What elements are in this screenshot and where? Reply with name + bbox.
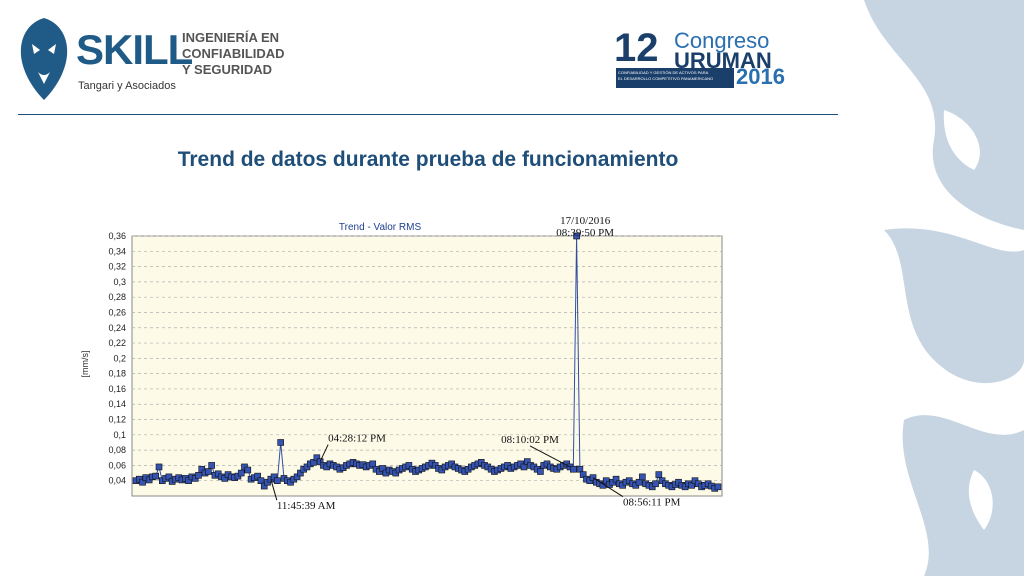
event-line-1: Congreso <box>674 28 770 53</box>
tagline-line-2: CONFIABILIDAD <box>182 46 285 61</box>
y-tick-label: 0,06 <box>108 460 126 470</box>
data-point <box>244 466 252 474</box>
y-tick-label: 0,04 <box>108 476 126 486</box>
event-subtitle-line-2: EL DESARROLLO COMPETITIVO PANAMERICANO <box>618 76 714 81</box>
skill-logo: SKILL Tangari y Asociados INGENIERÍA EN … <box>14 14 304 104</box>
event-subtitle-line-1: CONFIABILIDAD Y GESTIÓN DE ACTIVOS PARA <box>618 70 709 75</box>
annotation-label: 08:39:50 PM <box>556 227 614 239</box>
data-point <box>208 462 215 469</box>
data-point <box>152 472 160 480</box>
data-point <box>205 468 212 475</box>
y-tick-label: 0,1 <box>113 430 126 440</box>
leopard-logo-icon <box>20 18 68 100</box>
annotation-leader <box>592 477 624 498</box>
annotation-label: 04:28:12 PM <box>328 433 386 445</box>
y-tick-label: 0,32 <box>108 262 126 272</box>
data-point <box>537 468 544 475</box>
data-point <box>652 480 659 488</box>
header-divider <box>18 114 838 115</box>
y-tick-label: 0,12 <box>108 415 126 425</box>
chart-title: Trend - Valor RMS <box>339 222 422 233</box>
y-tick-label: 0,3 <box>113 277 126 287</box>
data-point <box>274 477 281 485</box>
data-point <box>277 439 284 446</box>
trend-chart: Trend - Valor RMS [mm/s] 0,360,340,320,3… <box>80 215 723 512</box>
y-tick-label: 0,24 <box>108 323 126 333</box>
data-point <box>573 232 580 240</box>
chart-frame <box>131 235 723 497</box>
data-point <box>570 465 577 473</box>
data-point <box>195 472 202 479</box>
event-subtitle: CONFIABILIDAD Y GESTIÓN DE ACTIVOS PARA … <box>616 68 734 88</box>
event-number: 12 <box>614 26 659 70</box>
annotation-leader <box>270 479 278 501</box>
annotation-label: 17/10/2016 <box>560 215 611 227</box>
brand-subtitle: Tangari y Asociados <box>78 80 176 92</box>
y-tick-label: 0,2 <box>113 353 126 363</box>
data-point <box>639 473 646 481</box>
data-point <box>237 469 245 477</box>
brand-name: SKILL <box>76 26 193 73</box>
slide-title: Trend de datos durante prueba de funcion… <box>177 148 679 171</box>
y-axis-label: [mm/s] <box>80 351 90 378</box>
y-tick-label: 0,18 <box>108 369 126 379</box>
event-logo: 12 Congreso URUMAN CONFIABILIDAD Y GESTI… <box>614 26 814 90</box>
y-tick-label: 0,22 <box>108 338 126 348</box>
annotation-label: 08:56:11 PM <box>623 497 681 509</box>
y-tick-labels: 0,36 0,34 0,32 0,3 0,28 0,26 0,24 0,22 0,2 0,18 0,… <box>108 231 126 486</box>
tagline-line-1: INGENIERÍA EN <box>182 30 280 45</box>
y-tick-label: 0,26 <box>108 307 126 317</box>
decorative-leopard-artwork <box>864 0 1024 576</box>
annotation-label: 08:10:02 PM <box>501 434 559 446</box>
annotation-leader <box>319 444 329 462</box>
y-tick-label: 0,36 <box>108 231 126 241</box>
y-tick-label: 0,14 <box>108 399 126 409</box>
data-point <box>655 471 663 478</box>
data-point <box>714 483 722 491</box>
annotation-leader <box>529 445 571 468</box>
data-point <box>155 463 163 471</box>
annotation-label: 11:45:39 AM <box>277 500 336 512</box>
y-tick-label: 0,08 <box>108 445 126 455</box>
event-year: 2016 <box>736 64 785 89</box>
grid-layer <box>132 235 722 482</box>
y-tick-label: 0,16 <box>108 384 126 394</box>
y-tick-label: 0,34 <box>108 246 126 256</box>
tagline-line-3: Y SEGURIDAD <box>182 62 273 77</box>
y-tick-label: 0,28 <box>108 292 126 302</box>
